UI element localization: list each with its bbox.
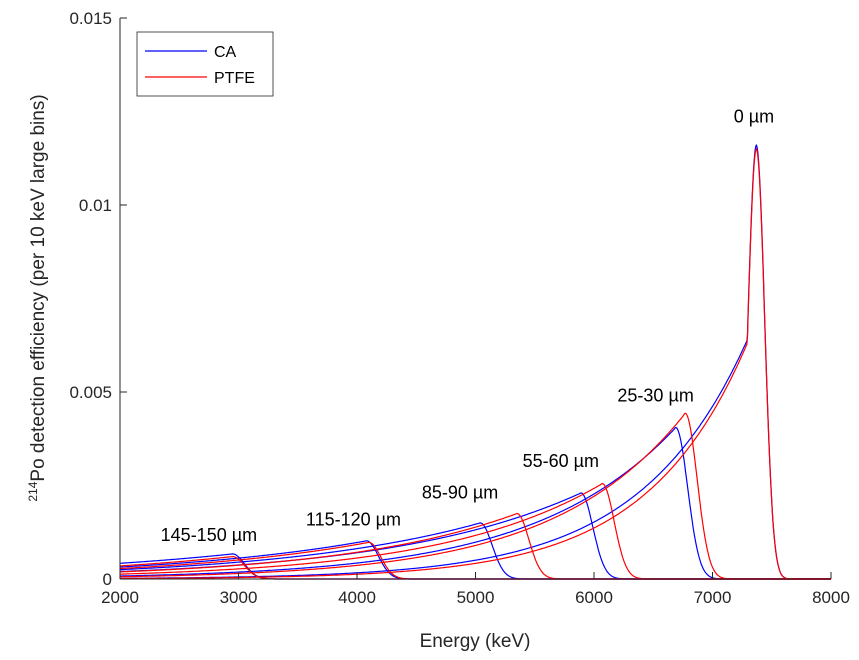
thickness-label: 85-90 µm <box>422 483 498 503</box>
thickness-label: 25-30 µm <box>617 385 693 405</box>
thickness-label: 115-120 µm <box>306 510 401 530</box>
x-tick-label: 2000 <box>101 588 139 607</box>
y-tick-label: 0.005 <box>69 383 112 402</box>
curve-ptfe-0 <box>119 147 831 580</box>
legend-label-ptfe: PTFE <box>214 70 255 87</box>
y-tick-label: 0 <box>103 570 112 589</box>
legend: CA PTFE <box>136 31 274 97</box>
y-ticks: 0 0.005 0.01 0.015 <box>69 9 127 589</box>
y-axis-title: 214Po detection efficiency (per 10 keV l… <box>26 94 49 501</box>
thickness-annotations: 0 µm 25-30 µm 55-60 µm 85-90 µm 115-120 µm 14… <box>161 107 775 545</box>
legend-label-ca: CA <box>214 44 237 61</box>
x-tick-label: 7000 <box>694 588 732 607</box>
thickness-label: 145-150 µm <box>161 525 257 545</box>
x-tick-label: 3000 <box>220 588 258 607</box>
y-tick-label: 0.01 <box>79 196 112 215</box>
legend-box <box>136 31 274 97</box>
y-axis-title-text: Po detection efficiency (per 10 keV larg… <box>28 94 49 481</box>
x-tick-label: 4000 <box>338 588 376 607</box>
x-tick-label: 6000 <box>575 588 613 607</box>
x-tick-label: 8000 <box>812 588 850 607</box>
curve-ca-0 <box>120 143 831 580</box>
x-axis-title: Energy (keV) <box>420 631 531 652</box>
thickness-label: 55-60 µm <box>523 451 599 471</box>
curve-ca-1 <box>120 426 831 580</box>
x-ticks: 2000 3000 4000 5000 6000 7000 8000 <box>101 572 850 607</box>
curves-layer <box>119 143 831 580</box>
y-tick-label: 0.015 <box>69 9 112 28</box>
y-axis-title-superscript: 214 <box>26 481 40 501</box>
thickness-label: 0 µm <box>734 107 774 127</box>
x-tick-label: 5000 <box>457 588 495 607</box>
